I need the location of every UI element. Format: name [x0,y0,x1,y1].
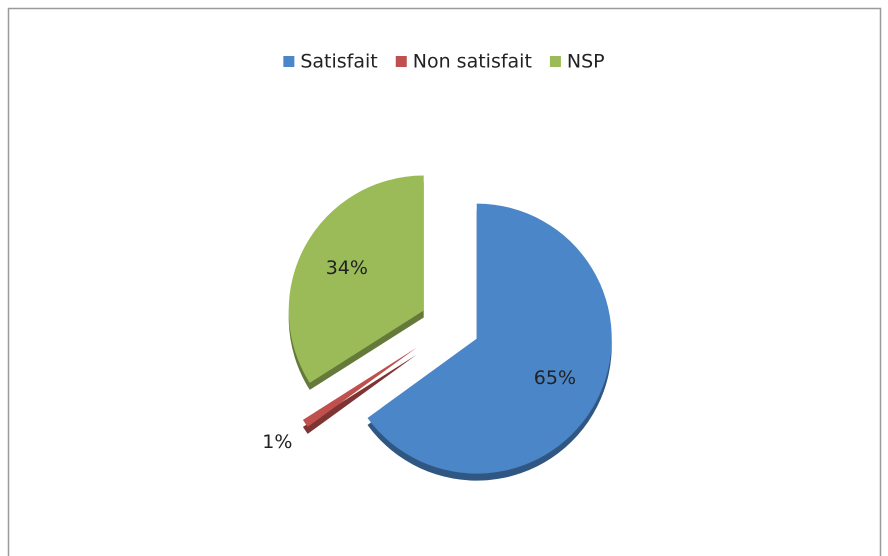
legend-label: Non satisfait [413,51,532,73]
slice [367,203,612,474]
chart-frame [7,7,882,556]
legend-swatch [283,56,295,67]
legend: Satisfait Non satisfait NSP [283,51,605,73]
slice [288,175,424,383]
legend-swatch [549,56,561,67]
legend-label: NSP [567,51,605,73]
data-label: 65% [534,367,576,389]
slice [302,347,417,427]
slice-depth [302,354,417,434]
data-label: 1% [262,431,292,453]
legend-label: Satisfait [300,51,377,73]
legend-swatch [395,56,407,67]
pie: 65% 1% 34% [262,175,612,481]
data-label: 34% [326,257,368,279]
